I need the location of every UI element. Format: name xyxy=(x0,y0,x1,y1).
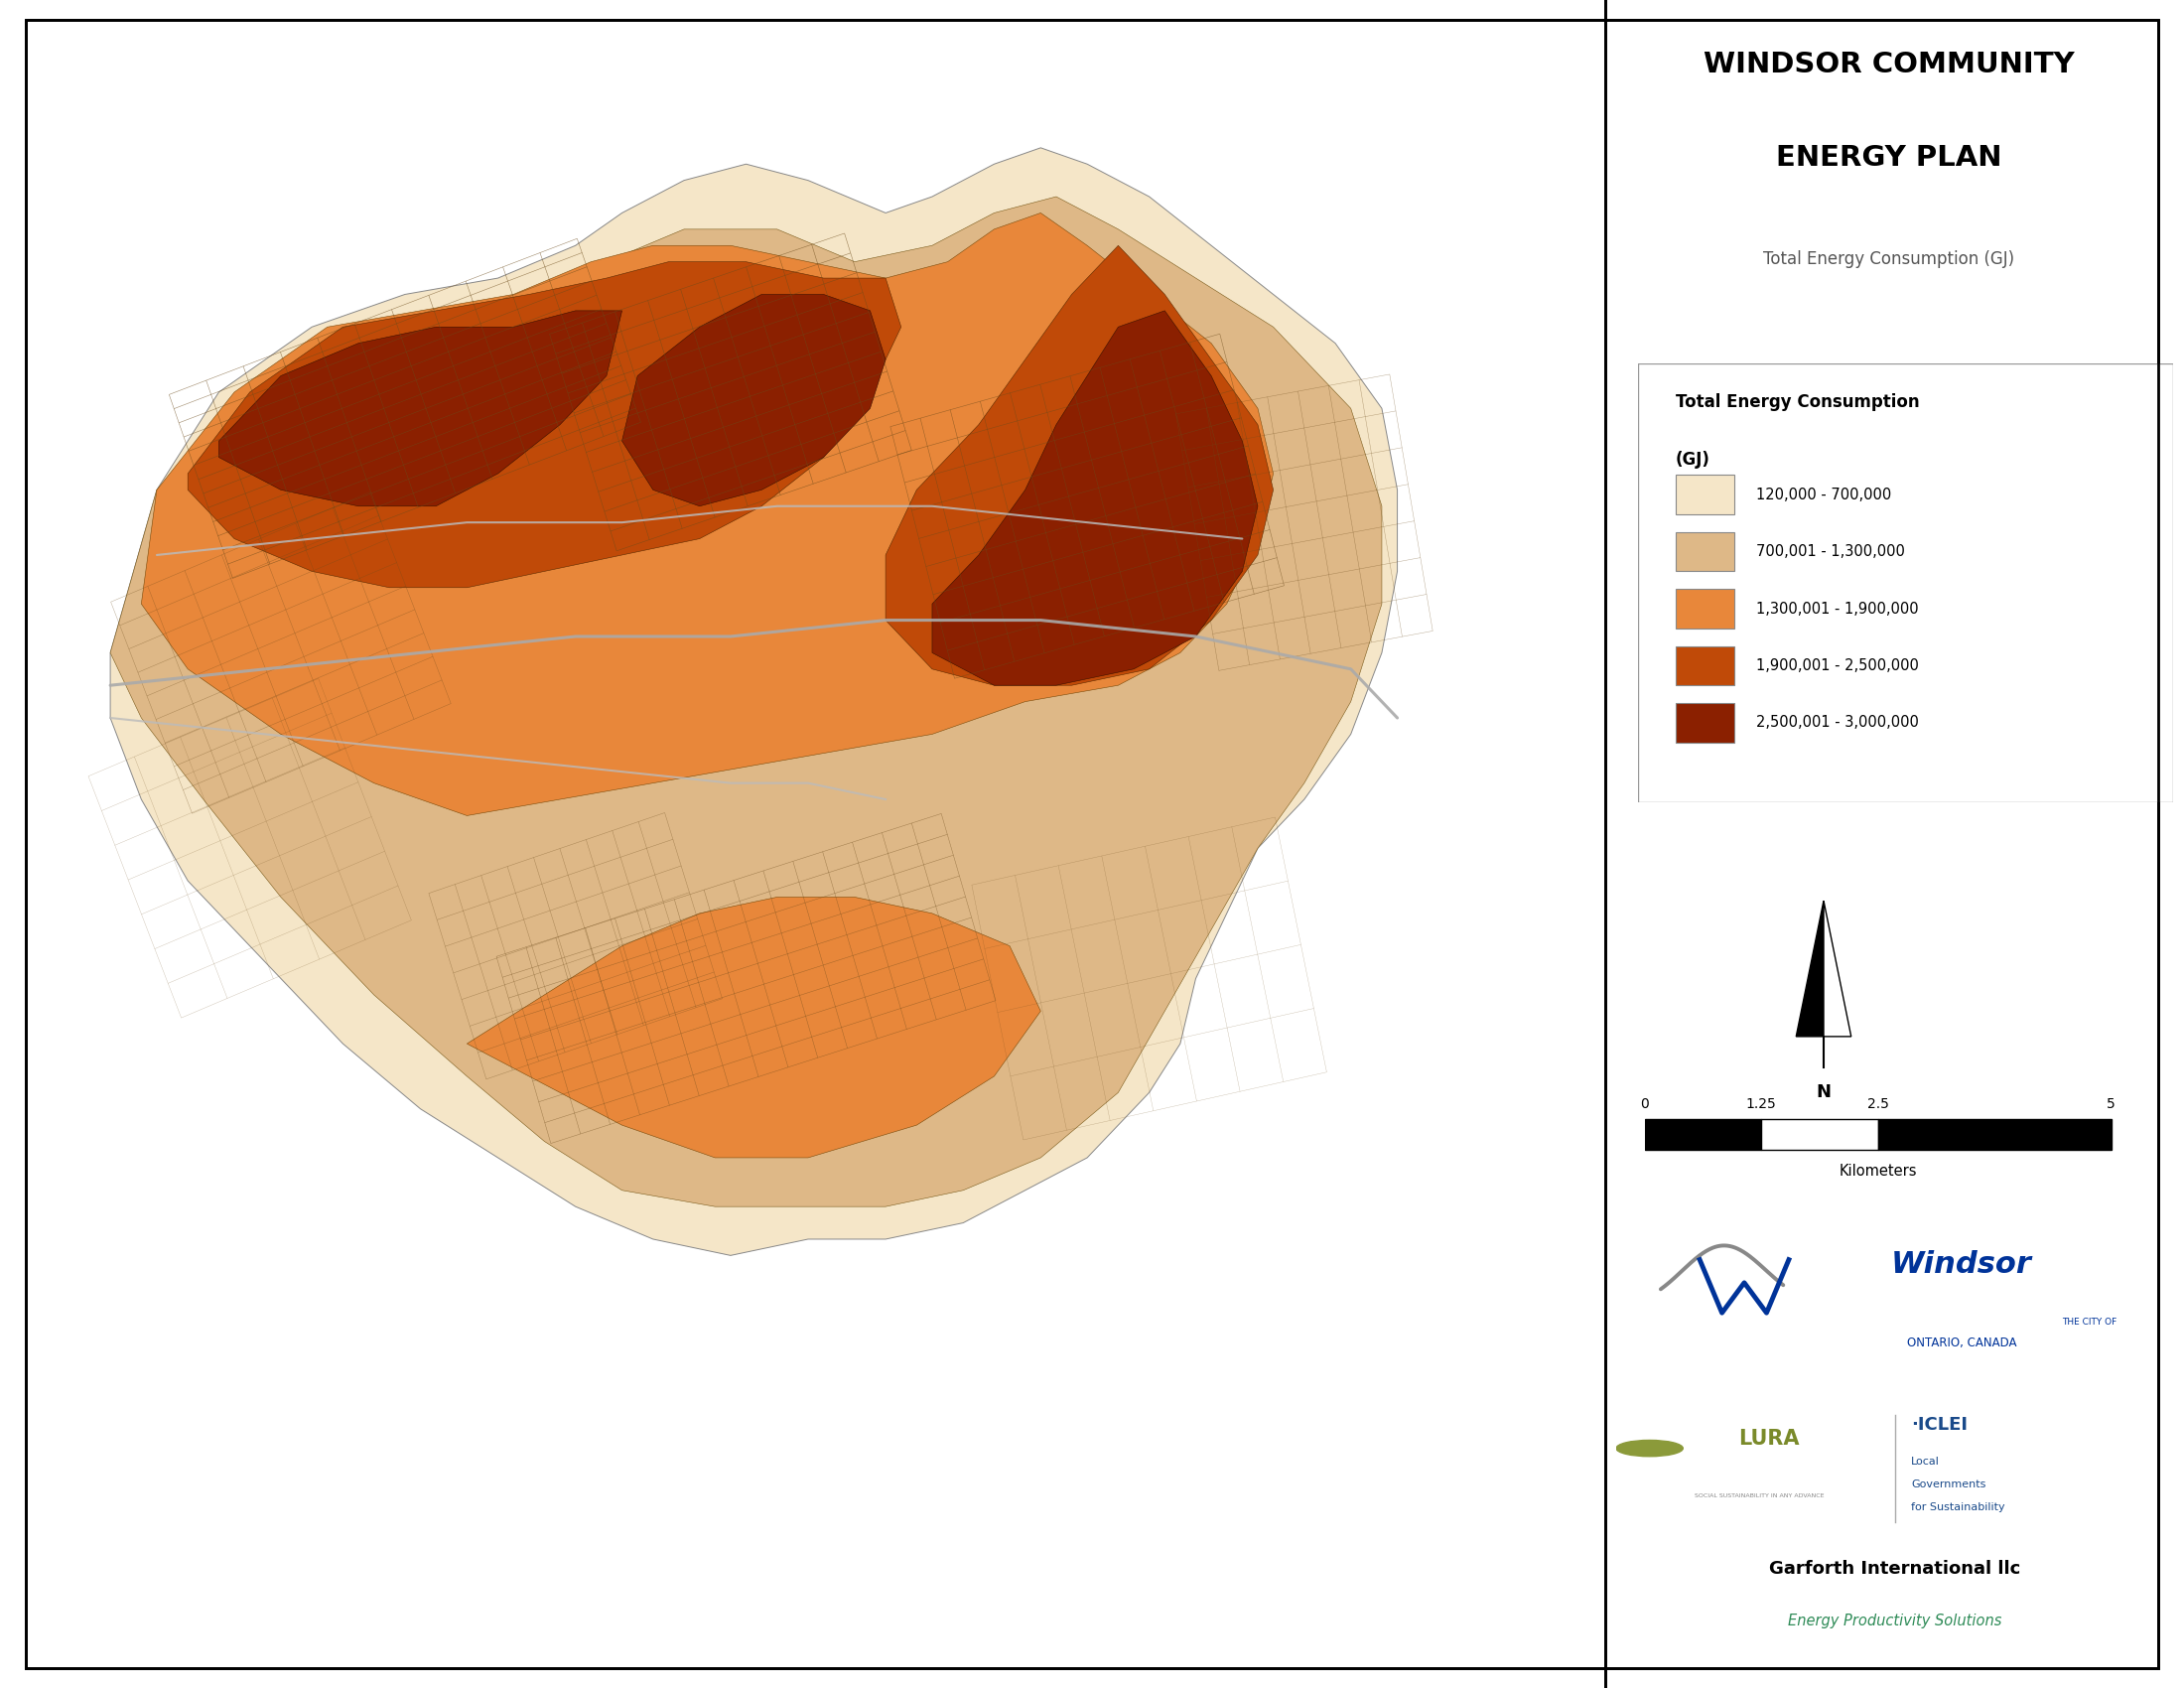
Polygon shape xyxy=(142,213,1273,815)
Bar xyxy=(1675,704,1734,743)
Text: 5: 5 xyxy=(2108,1097,2116,1111)
Text: LURA: LURA xyxy=(1738,1430,1800,1448)
Circle shape xyxy=(1616,1440,1684,1457)
Polygon shape xyxy=(467,896,1042,1158)
Text: Windsor: Windsor xyxy=(1891,1251,2031,1280)
Text: Total Energy Consumption: Total Energy Consumption xyxy=(1675,393,1920,412)
Text: 2.5: 2.5 xyxy=(1867,1097,1889,1111)
Polygon shape xyxy=(109,197,1382,1207)
Polygon shape xyxy=(109,149,1398,1256)
Text: 120,000 - 700,000: 120,000 - 700,000 xyxy=(1756,488,1891,501)
Text: 1.25: 1.25 xyxy=(1745,1097,1776,1111)
Text: 0: 0 xyxy=(1640,1097,1649,1111)
Text: ·ICLEI: ·ICLEI xyxy=(1911,1416,1968,1435)
Polygon shape xyxy=(1795,901,1824,1036)
Bar xyxy=(1675,532,1734,572)
Text: Local: Local xyxy=(1911,1457,1939,1467)
Bar xyxy=(1675,647,1734,685)
Text: 1,900,001 - 2,500,000: 1,900,001 - 2,500,000 xyxy=(1756,658,1918,674)
Text: Kilometers: Kilometers xyxy=(1839,1163,1918,1178)
Text: (GJ): (GJ) xyxy=(1675,451,1710,469)
Bar xyxy=(1760,1119,1878,1150)
Polygon shape xyxy=(887,245,1273,685)
Text: THE CITY OF: THE CITY OF xyxy=(2062,1317,2116,1327)
Text: Energy Productivity Solutions: Energy Productivity Solutions xyxy=(1789,1614,2001,1629)
Text: SOCIAL SUSTAINABILITY IN ANY ADVANCE: SOCIAL SUSTAINABILITY IN ANY ADVANCE xyxy=(1695,1494,1824,1497)
Bar xyxy=(1675,589,1734,628)
Polygon shape xyxy=(622,294,887,506)
Polygon shape xyxy=(933,311,1258,685)
Bar xyxy=(1645,1119,1760,1150)
Text: N: N xyxy=(1817,1084,1830,1101)
Polygon shape xyxy=(1824,901,1852,1036)
Text: Total Energy Consumption (GJ): Total Energy Consumption (GJ) xyxy=(1762,250,2016,268)
Text: Governments: Governments xyxy=(1911,1480,1985,1491)
Text: 700,001 - 1,300,000: 700,001 - 1,300,000 xyxy=(1756,544,1904,559)
Text: ENERGY PLAN: ENERGY PLAN xyxy=(1776,143,2003,172)
Text: Garforth International llc: Garforth International llc xyxy=(1769,1560,2020,1578)
Bar xyxy=(1878,1119,2112,1150)
Text: for Sustainability: for Sustainability xyxy=(1911,1502,2005,1512)
Text: 1,300,001 - 1,900,000: 1,300,001 - 1,900,000 xyxy=(1756,601,1918,616)
Polygon shape xyxy=(188,262,902,587)
Text: 2,500,001 - 3,000,000: 2,500,001 - 3,000,000 xyxy=(1756,716,1918,731)
Polygon shape xyxy=(218,311,622,506)
Text: WINDSOR COMMUNITY: WINDSOR COMMUNITY xyxy=(1704,51,2075,78)
Bar xyxy=(1675,474,1734,515)
Text: ONTARIO, CANADA: ONTARIO, CANADA xyxy=(1907,1337,2016,1349)
